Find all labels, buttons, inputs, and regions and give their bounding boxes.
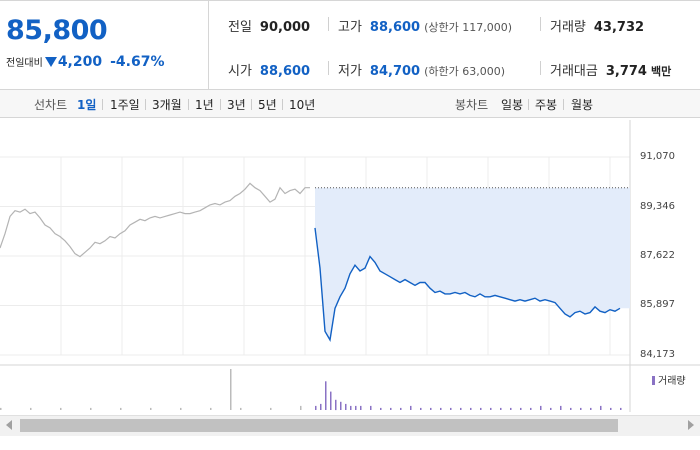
tab-1w[interactable]: 1주일 — [110, 98, 140, 112]
tab-3m[interactable]: 3개월 — [152, 98, 182, 112]
volume-bar — [410, 405, 412, 410]
volume-bar — [560, 405, 562, 410]
y-tick-label: 89,346 — [640, 201, 675, 212]
volume-bar — [325, 381, 327, 410]
intraday-price-line — [314, 227, 621, 342]
change-area — [315, 187, 630, 340]
change-line: 전일대비 4,200 -4.67% — [6, 54, 165, 70]
day-high: 고가 88,600 (상한가 117,000) — [338, 20, 513, 35]
volume-bar — [480, 407, 482, 410]
volume-bar — [150, 407, 152, 410]
scroll-thumb[interactable] — [20, 419, 618, 432]
volume-bar — [530, 407, 532, 410]
volume-bar — [430, 407, 432, 410]
volume-bar — [360, 405, 362, 410]
volume-bar — [400, 407, 402, 410]
tab-1d[interactable]: 1일 — [77, 98, 97, 112]
volume-bar — [60, 407, 62, 410]
scroll-right-icon[interactable] — [688, 420, 694, 430]
volume-bar — [370, 405, 372, 410]
volume-bar — [450, 407, 452, 410]
scroll-left-icon[interactable] — [6, 420, 12, 430]
volume-bar — [300, 405, 302, 410]
volume-bar — [330, 391, 332, 410]
current-price: 85,800 — [6, 15, 108, 46]
volume-bar — [210, 407, 212, 410]
volume-bar — [345, 403, 347, 410]
change-percent: -4.67% — [110, 54, 165, 70]
line-chart-label: 선차트 — [34, 98, 68, 112]
volume-bar — [390, 407, 392, 410]
candle-chart-label: 봉차트 — [455, 98, 489, 112]
volume-bar — [470, 407, 472, 410]
tab-1y[interactable]: 1년 — [195, 98, 214, 112]
y-tick-label: 87,622 — [640, 250, 675, 261]
volume-bar — [440, 407, 442, 410]
previous-day-line — [0, 182, 310, 258]
volume-bar — [335, 399, 337, 411]
volume-bar — [30, 407, 32, 410]
volume-swatch — [652, 376, 655, 385]
day-low: 저가 84,700 (하한가 63,000) — [338, 64, 506, 79]
volume-bar — [490, 407, 492, 410]
change-amount: 4,200 — [57, 54, 103, 70]
volume-bar — [580, 407, 582, 410]
price-chart[interactable] — [0, 120, 700, 412]
tab-daily[interactable]: 일봉 — [501, 98, 524, 112]
volume-bar — [270, 407, 272, 410]
volume-bar — [90, 407, 92, 410]
volume-bar — [520, 407, 522, 410]
prev-close: 전일 90,000 — [228, 20, 311, 35]
tab-weekly[interactable]: 주봉 — [535, 98, 558, 112]
volume-bar — [0, 407, 2, 410]
trade-amount: 거래대금 3,774 백만 — [550, 64, 672, 79]
volume-bar — [315, 405, 317, 410]
y-tick-label: 85,897 — [640, 299, 675, 310]
chart-tabs: 선차트 1일 1주일 3개월 1년 3년 5년 10년 봉차트 일봉 주봉 월봉 — [0, 90, 700, 118]
tab-5y[interactable]: 5년 — [258, 98, 277, 112]
change-label: 전일대비 — [6, 58, 43, 69]
volume-bar — [320, 403, 322, 410]
volume-legend: 거래량 — [652, 372, 686, 387]
volume-bar — [570, 407, 572, 410]
chart-scrollbar[interactable] — [0, 415, 700, 436]
y-tick-label: 91,070 — [640, 151, 675, 162]
tab-10y[interactable]: 10년 — [289, 98, 316, 112]
tab-3y[interactable]: 3년 — [227, 98, 246, 112]
volume-stat: 거래량 43,732 — [550, 20, 645, 35]
volume-bar — [180, 407, 182, 410]
volume-bar — [120, 407, 122, 410]
volume-bar — [355, 405, 357, 410]
down-triangle-icon — [44, 57, 57, 67]
volume-bar — [550, 407, 552, 410]
tab-monthly[interactable]: 월봉 — [571, 98, 594, 112]
volume-bar — [380, 407, 382, 410]
volume-bar — [510, 407, 512, 410]
volume-bar — [240, 407, 242, 410]
volume-bar — [420, 407, 422, 410]
volume-bar — [590, 407, 592, 410]
volume-bar — [620, 407, 622, 410]
volume-bar — [460, 407, 462, 410]
open-price: 시가 88,600 — [228, 64, 311, 79]
volume-bar — [340, 401, 342, 410]
volume-bar — [500, 407, 502, 410]
quote-summary: 85,800 전일대비 4,200 -4.67% 전일 90,000 고가 88,600… — [0, 0, 700, 90]
price-box: 85,800 전일대비 4,200 -4.67% — [0, 1, 209, 89]
volume-bar — [350, 405, 352, 410]
volume-bar — [600, 405, 602, 410]
volume-bar — [230, 369, 232, 410]
y-tick-label: 84,173 — [640, 349, 675, 360]
volume-bar — [540, 405, 542, 410]
volume-bar — [610, 407, 612, 410]
